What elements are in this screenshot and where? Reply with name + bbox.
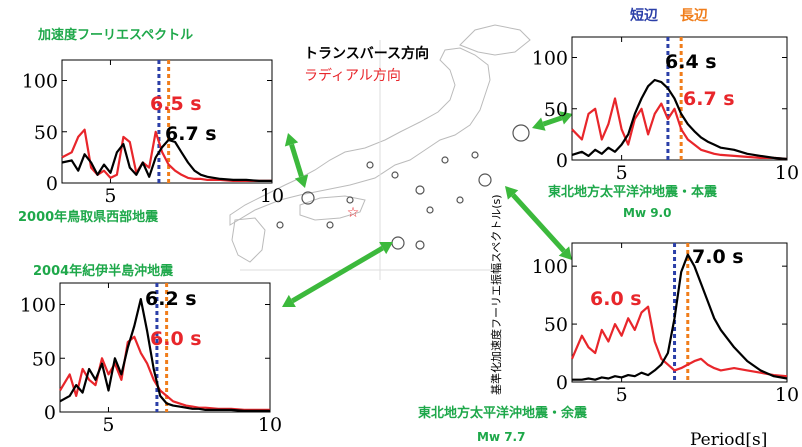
y-tick-label: 50 <box>544 99 568 121</box>
y-tick-label: 50 <box>32 348 56 370</box>
epicenter-circle <box>512 124 530 142</box>
x-tick-label: 5 <box>102 414 114 436</box>
y-tick-label: 100 <box>532 256 568 278</box>
kyushu-outline <box>231 217 266 263</box>
long-side-label: 長辺 <box>680 7 708 24</box>
transverse-series-line <box>571 78 788 161</box>
arrow-head <box>284 133 299 147</box>
radial-series-line <box>571 97 788 161</box>
epicenter-circle <box>426 206 434 214</box>
event-label-tohoku-main: 東北地方太平洋沖地震・本震 <box>548 184 718 200</box>
legend-radial: ラディアル方向 <box>304 67 401 84</box>
arrow-head <box>558 246 572 260</box>
x-tick-label: 5 <box>616 384 628 406</box>
hokkaido-outline <box>459 24 531 56</box>
legend-transverse: トランスバース方向 <box>304 45 429 62</box>
honshu-outline <box>229 47 491 226</box>
x-tick-label: 5 <box>104 185 116 207</box>
peak-period-label: 6.5 s <box>150 93 202 115</box>
radial-series-line <box>59 335 270 411</box>
peak-period-label: 6.0 s <box>150 328 202 350</box>
peak-period-label: 6.2 s <box>145 288 197 310</box>
event-label-tohoku-after: 東北地方太平洋沖地震・余震 <box>418 405 588 421</box>
plot-frame <box>61 59 273 184</box>
epicenter-circle <box>415 240 425 250</box>
arrow-shaft <box>511 193 566 253</box>
double-arrow <box>282 242 393 307</box>
peak-period-label: 6.0 s <box>590 288 642 310</box>
peak-period-label: 7.0 s <box>692 246 744 268</box>
spectrum-chart-3: 0 50 100 5 10 6.2 s 6.0 s <box>20 282 282 436</box>
y-tick-label: 0 <box>46 173 58 195</box>
y-tick-label: 50 <box>34 122 58 144</box>
shikoku-outline <box>299 195 366 221</box>
epicenter-markers <box>276 124 530 250</box>
epicenter-circle <box>478 173 492 187</box>
y-tick-label: 0 <box>44 402 56 424</box>
radial-series-line <box>61 128 272 182</box>
event-label-kii: 2004年紀伊半島沖地震 <box>33 263 174 279</box>
plot-frame <box>59 282 271 413</box>
double-arrow <box>505 186 572 260</box>
y-tick-label: 100 <box>20 295 56 317</box>
x-tick-label: 10 <box>775 384 799 406</box>
epicenter-circle <box>301 191 315 205</box>
event-mag-tohoku-main: Mw 9.0 <box>623 206 671 220</box>
x-tick-label: 10 <box>775 162 799 184</box>
arrow-head <box>532 117 546 131</box>
y-tick-label: 100 <box>22 71 58 93</box>
event-mag-tohoku-after: Mw 7.7 <box>477 430 525 444</box>
transverse-series-line <box>61 138 272 182</box>
epicenter-circle <box>415 185 425 195</box>
spectrum-heading: 加速度フーリエスペクトル <box>37 27 193 43</box>
short-side-label: 短辺 <box>630 7 658 24</box>
epicenter-circle <box>346 196 354 204</box>
arrows <box>282 111 573 307</box>
epicenter-circle <box>471 151 479 159</box>
epicenter-circle <box>366 161 374 169</box>
arrow-head <box>505 186 519 200</box>
double-arrow <box>532 111 573 131</box>
y-tick-label: 100 <box>532 48 568 70</box>
y-tick-label: 0 <box>556 372 568 394</box>
arrow-shaft <box>289 143 304 178</box>
transverse-series-line <box>59 298 270 412</box>
radial-series-line <box>570 305 788 378</box>
y-tick-label: 0 <box>556 150 568 172</box>
plot-frame <box>571 36 788 161</box>
peak-period-label: 6.7 s <box>165 123 217 145</box>
spectrum-chart-1: 0 50 100 5 10 6.5 s 6.7 s <box>22 59 284 207</box>
arrow-head <box>559 111 573 125</box>
period-axis-label: Period[s] <box>690 430 767 447</box>
epicenter-circle <box>456 196 464 204</box>
arrow-head <box>294 174 309 188</box>
x-tick-label: 10 <box>260 185 284 207</box>
x-tick-label: 5 <box>616 162 628 184</box>
transverse-series-line <box>572 253 788 381</box>
spectrum-chart-2: 0 50 100 5 10 6.4 s 6.7 s <box>532 36 799 184</box>
double-arrow <box>284 133 309 188</box>
arrow-head <box>379 242 393 255</box>
arrow-shaft <box>291 245 384 304</box>
event-label-tottori: 2000年鳥取県西部地震 <box>18 209 159 225</box>
peak-period-label: 6.7 s <box>683 88 735 110</box>
arrow-shaft <box>542 115 563 127</box>
plot-frame <box>571 242 788 383</box>
x-tick-label: 10 <box>258 414 282 436</box>
y-axis-label: 基準化加速度フーリエ振幅スペクトル(s) <box>489 194 503 395</box>
spectrum-chart-4: 0 50 100 5 10 7.0 s 6.0 s <box>532 242 799 406</box>
y-tick-label: 50 <box>544 314 568 336</box>
epicenter-circle <box>391 171 399 179</box>
peak-period-label: 6.4 s <box>665 51 717 73</box>
epicenter-circle <box>391 236 405 250</box>
japan-map <box>229 24 531 280</box>
epicenter-circle <box>441 156 449 164</box>
epicenter-circle <box>326 221 334 229</box>
epicenter-circle <box>276 221 284 229</box>
arrow-head <box>282 294 296 307</box>
epicenter-star-icon: ☆ <box>347 205 360 221</box>
